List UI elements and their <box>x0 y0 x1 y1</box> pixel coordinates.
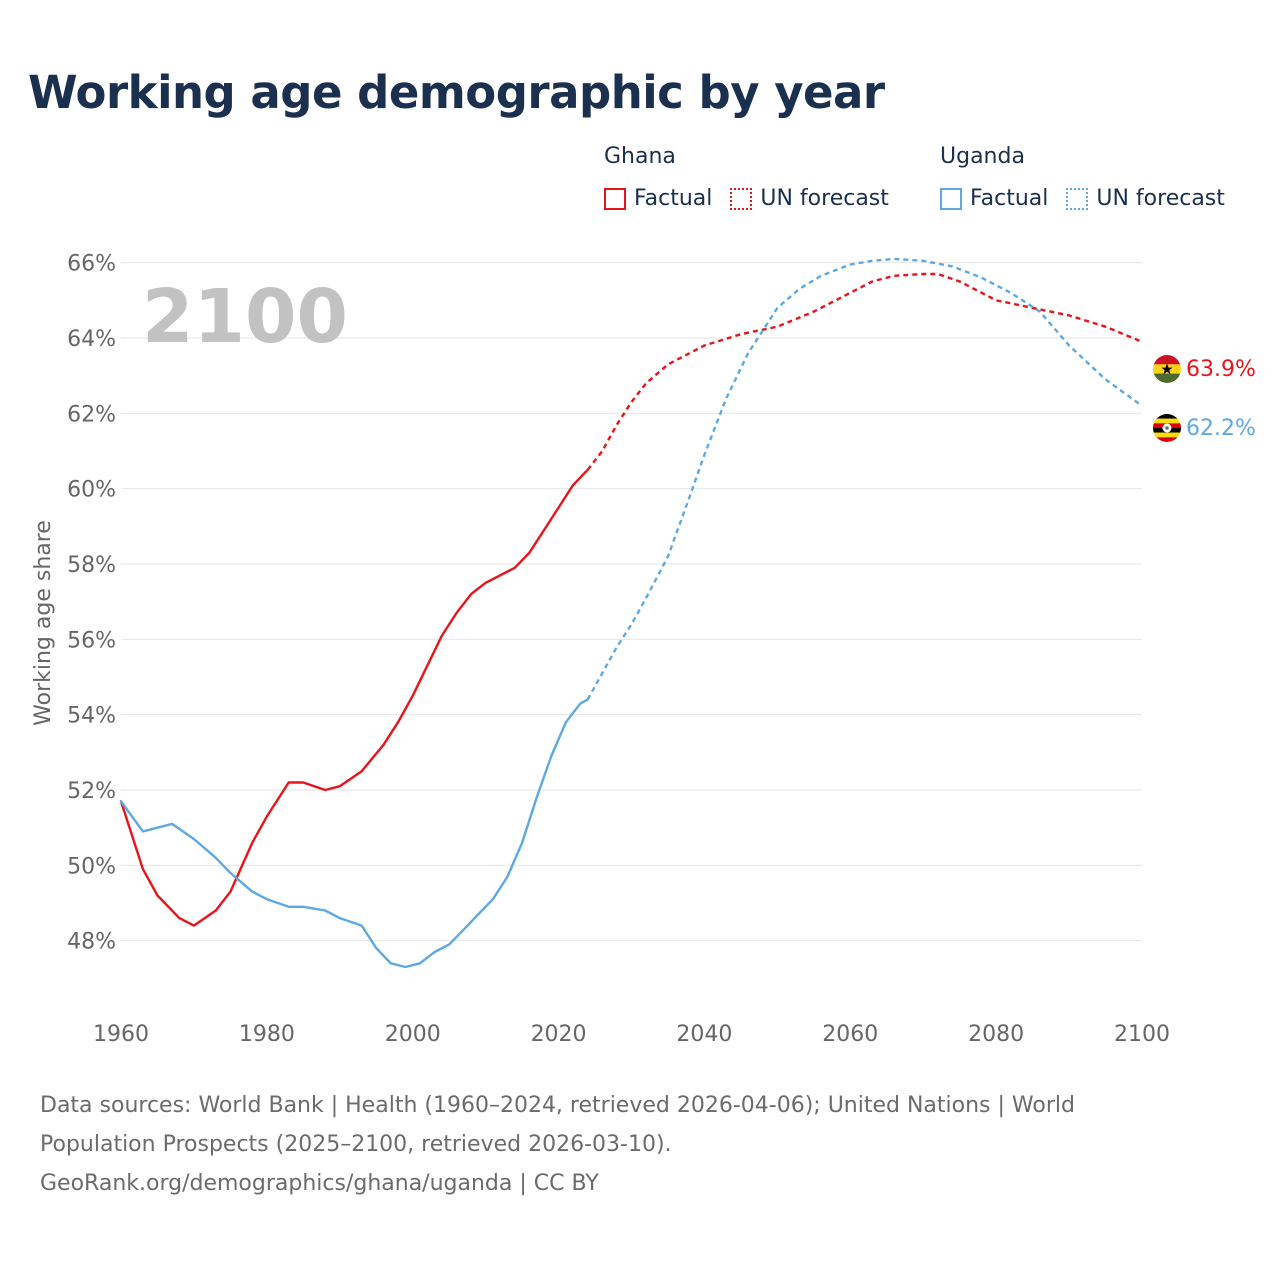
y-tick-label: 50% <box>67 854 116 879</box>
data-sources: Data sources: World Bank | Health (1960–… <box>40 1086 1160 1203</box>
x-tick-label: 2020 <box>531 1022 587 1047</box>
y-axis-label: Working age share <box>31 520 56 726</box>
legend-label-ghana-factual: Factual <box>634 186 713 211</box>
end-label-ghana: 63.9% <box>1186 357 1256 382</box>
legend-swatch-ghana-forecast <box>730 187 753 210</box>
x-tick-label: 2100 <box>1114 1022 1170 1047</box>
x-tick-label: 2060 <box>822 1022 878 1047</box>
y-tick-label: 48% <box>67 930 116 955</box>
legend-group-title-uganda: Uganda <box>940 144 1025 169</box>
legend-ghana-factual[interactable]: Factual <box>604 186 712 211</box>
series-line-uganda-factual[interactable] <box>119 698 589 969</box>
y-tick-label: 62% <box>67 402 116 427</box>
series-line-ghana-factual[interactable] <box>119 468 589 927</box>
y-tick-label: 54% <box>67 704 116 729</box>
x-tick-label: 2080 <box>968 1022 1024 1047</box>
sources-line-1: Data sources: World Bank | Health (1960–… <box>40 1093 1075 1157</box>
y-tick-label: 56% <box>67 628 116 653</box>
y-tick-label: 66% <box>67 252 116 277</box>
legend-uganda-factual[interactable]: Factual <box>940 186 1048 211</box>
y-tick-label: 58% <box>67 553 116 578</box>
legend-group-ghana: Ghana Factual UN forecast <box>604 144 907 211</box>
legend-group-title-ghana: Ghana <box>604 144 676 169</box>
series-line-uganda-forecast[interactable] <box>586 257 1143 701</box>
chart-title: Working age demographic by year <box>28 66 885 119</box>
legend-label-ghana-forecast: UN forecast <box>760 186 889 211</box>
x-tick-label: 2000 <box>385 1022 441 1047</box>
legend-group-uganda: Uganda Factual UN forecast <box>940 144 1243 211</box>
sources-line-2[interactable]: GeoRank.org/demographics/ghana/uganda | … <box>40 1171 599 1196</box>
uganda-flag-icon <box>1153 414 1181 442</box>
series-line-ghana-forecast[interactable] <box>586 272 1143 471</box>
ghana-flag-icon <box>1153 355 1181 383</box>
line-chart: 2100 48% 50% 52% 54% 56% 58% 60% 62% 64% 66% 1960 1… <box>31 252 1256 1047</box>
y-tick-label: 64% <box>67 327 116 352</box>
legend-swatch-uganda-factual <box>940 187 962 210</box>
legend-swatch-uganda-forecast <box>1066 187 1089 210</box>
x-tick-label: 1960 <box>93 1022 149 1047</box>
legend-ghana-forecast[interactable]: UN forecast <box>730 186 889 211</box>
y-tick-label: 52% <box>67 779 116 804</box>
end-label-uganda: 62.2% <box>1186 416 1256 441</box>
legend-label-uganda-factual: Factual <box>970 186 1049 211</box>
x-tick-label: 2040 <box>676 1022 732 1047</box>
y-tick-label: 60% <box>67 478 116 503</box>
legend-uganda-forecast[interactable]: UN forecast <box>1066 186 1225 211</box>
x-tick-label: 1980 <box>239 1022 295 1047</box>
legend-label-uganda-forecast: UN forecast <box>1096 186 1225 211</box>
legend-swatch-ghana-factual <box>604 187 626 210</box>
year-watermark: 2100 <box>142 274 348 360</box>
